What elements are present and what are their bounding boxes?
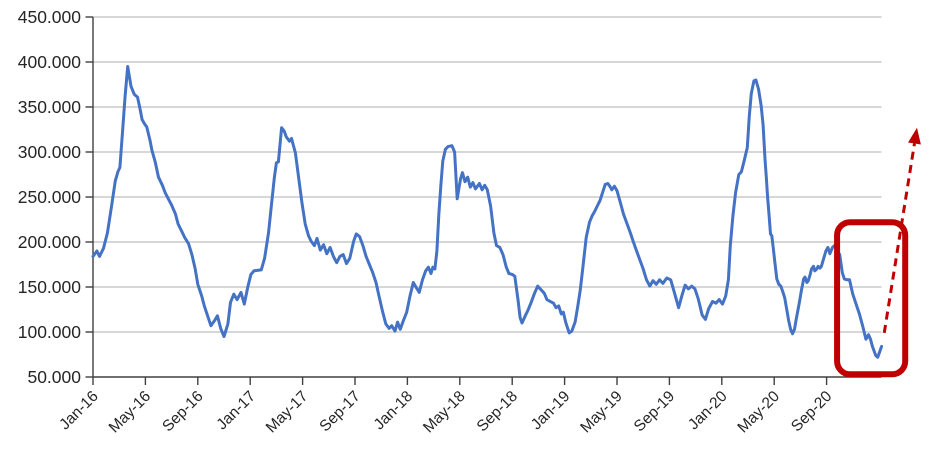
- y-tick-label: 450.000: [18, 7, 82, 27]
- x-tick-label: May-20: [734, 388, 783, 437]
- y-tick-label: 150.000: [18, 277, 82, 297]
- x-tick-label: May-17: [263, 388, 312, 437]
- x-tick-label: Sep-20: [788, 388, 836, 436]
- x-tick-label: Jan-16: [56, 388, 102, 434]
- highlight-box: [834, 219, 909, 378]
- x-tick-label: May-19: [577, 388, 626, 437]
- y-tick-label: 200.000: [18, 232, 82, 252]
- x-tick-label: Sep-18: [474, 388, 521, 435]
- x-tick-label: Sep-16: [159, 388, 206, 435]
- y-tick-label: 350.000: [18, 97, 82, 117]
- x-tick-label: Jan-19: [528, 388, 574, 434]
- y-tick-label: 400.000: [18, 52, 82, 72]
- y-tick-label: 300.000: [18, 142, 82, 162]
- trend-arrowhead: [908, 127, 921, 145]
- x-tick-label: May-18: [420, 388, 469, 437]
- x-tick-label: Sep-19: [631, 388, 678, 435]
- x-tick-label: Jan-18: [371, 388, 417, 434]
- x-tick-label: Sep-17: [316, 388, 363, 435]
- x-tick-label: Jan-20: [685, 388, 731, 434]
- x-tick-label: Jan-17: [213, 388, 259, 434]
- x-tick-label: May-16: [106, 388, 155, 437]
- y-tick-label: 100.000: [18, 322, 82, 342]
- trend-arrow: [882, 143, 916, 334]
- y-tick-label: 250.000: [18, 187, 82, 207]
- y-tick-label: 50.000: [27, 367, 81, 387]
- data-series-line: [91, 65, 884, 359]
